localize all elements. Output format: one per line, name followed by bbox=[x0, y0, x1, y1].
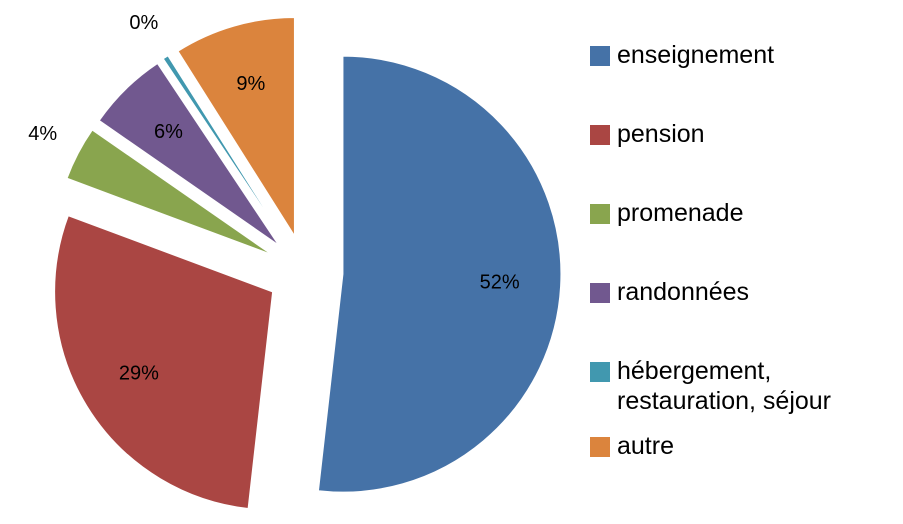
data-label: 52% bbox=[480, 271, 520, 293]
legend-item: randonnées bbox=[590, 277, 897, 307]
data-label: 9% bbox=[236, 73, 265, 95]
legend-item: hébergement, restauration, séjour bbox=[590, 356, 897, 416]
data-label: 29% bbox=[119, 362, 159, 384]
pie-slice bbox=[54, 215, 274, 510]
legend-item: autre bbox=[590, 431, 897, 461]
pie-slice bbox=[317, 55, 562, 493]
legend-label: hébergement, restauration, séjour bbox=[617, 357, 832, 415]
legend-label: promenade bbox=[617, 199, 744, 227]
pie-slice bbox=[98, 62, 279, 246]
legend-item: pension bbox=[590, 119, 897, 149]
pie-slice bbox=[177, 16, 295, 238]
legend-label: enseignement bbox=[617, 41, 775, 69]
legend-swatch bbox=[590, 204, 610, 224]
data-label: 4% bbox=[28, 123, 57, 145]
legend-swatch bbox=[590, 362, 610, 382]
legend-label: autre bbox=[617, 432, 674, 460]
legend-swatch bbox=[590, 46, 610, 66]
pie-slice bbox=[162, 55, 285, 241]
legend-swatch bbox=[590, 283, 610, 303]
legend-swatch bbox=[590, 125, 610, 145]
legend-label: pension bbox=[617, 120, 705, 148]
pie-slice bbox=[66, 129, 272, 255]
data-label: 6% bbox=[154, 121, 183, 143]
legend-label: randonnées bbox=[617, 278, 750, 306]
data-label: 0% bbox=[129, 12, 158, 34]
legend-item: promenade bbox=[590, 198, 897, 228]
legend-item: enseignement bbox=[590, 40, 897, 70]
legend-swatch bbox=[590, 437, 610, 457]
